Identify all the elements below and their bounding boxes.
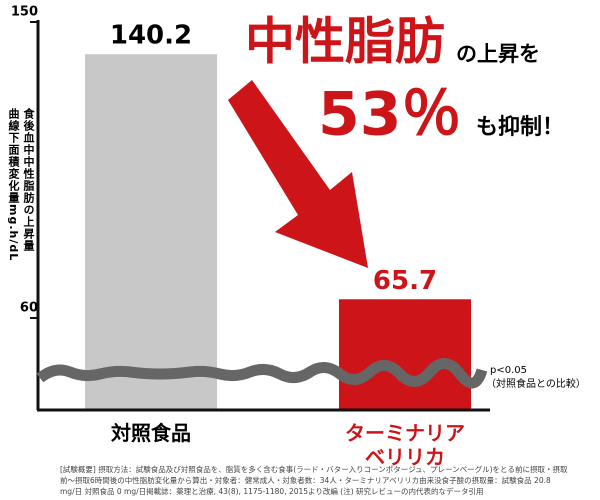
y-axis-label: 食後血中中性脂肪の上昇量	[22, 107, 36, 252]
x-tick-label: ターミナリアベリリカ	[345, 421, 465, 469]
annotation-percent: 53％	[318, 80, 462, 150]
annotation-text: も抑制！	[476, 115, 564, 140]
x-tick-label: 対照食品	[110, 421, 191, 445]
footnote: [試験概要] 摂取方法：試験食品及び対照食品を、脂質を多く含む食事(ラード・バタ…	[60, 464, 568, 474]
annotation-highlight: 中性脂肪	[245, 13, 445, 71]
y-tick-label: 150	[11, 5, 38, 20]
footnote: mg/日 対照食品 0 mg/日掲載誌：薬理と治療, 43(8), 1175-1…	[60, 486, 484, 496]
footnote: 前～摂取6時間後の中性脂肪変化量から算出・対象者：健常成人・対象者数：34人・タ…	[60, 475, 551, 485]
significance: （対照食品との比較）	[486, 377, 586, 390]
arrow	[228, 80, 368, 268]
bar	[85, 54, 217, 410]
bar	[339, 299, 471, 410]
significance: p<0.05	[490, 365, 527, 376]
annotation-text: の上昇を	[456, 42, 540, 66]
axis-break	[36, 358, 488, 389]
plot-area	[85, 54, 471, 410]
value-label: 65.7	[373, 266, 437, 296]
y-tick-label: 60	[20, 301, 38, 316]
value-label: 140.2	[110, 21, 192, 51]
y-axis-label: 曲線下面積変化量mg.h/dL	[7, 107, 21, 262]
